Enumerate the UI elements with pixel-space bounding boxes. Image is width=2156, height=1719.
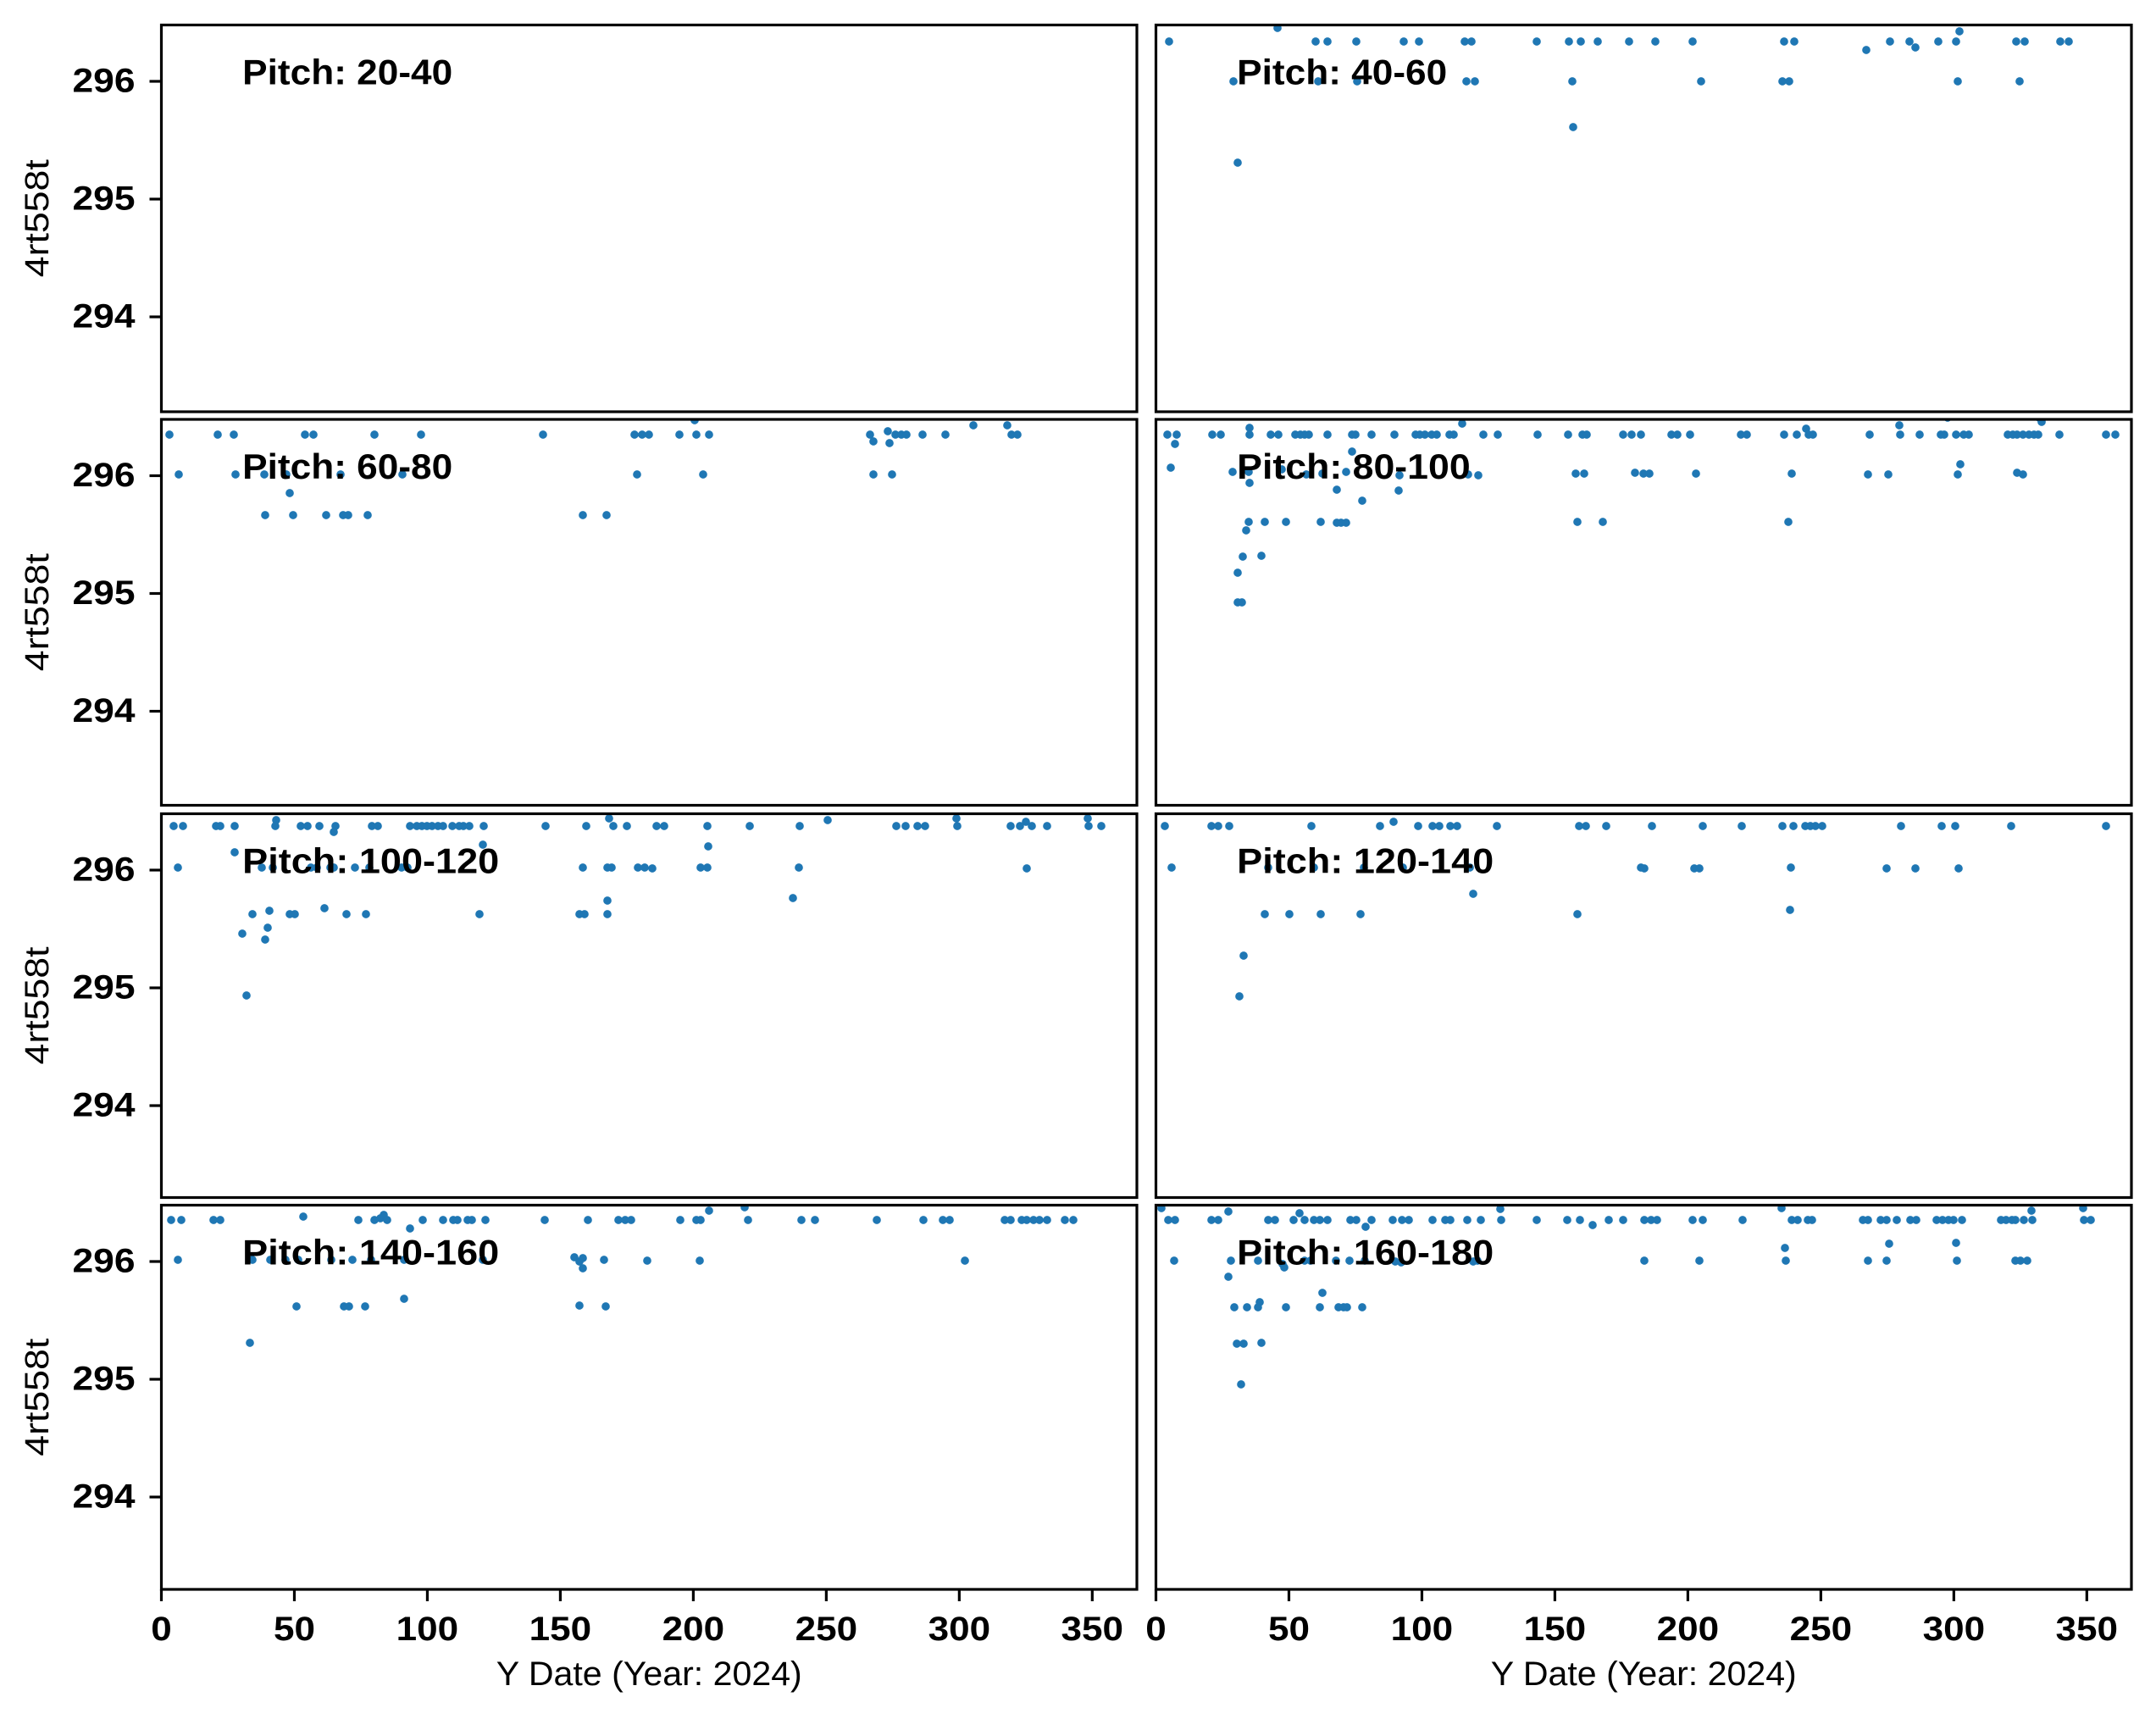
svg-text:4rt558t: 4rt558t: [19, 947, 56, 1065]
svg-text:Pitch: 60-80: Pitch: 60-80: [242, 446, 452, 486]
svg-text:294: 294: [73, 297, 136, 335]
svg-text:100: 100: [1391, 1611, 1454, 1648]
svg-text:4rt558t: 4rt558t: [19, 1339, 56, 1456]
svg-text:Y Date (Year: 2024): Y Date (Year: 2024): [496, 1655, 802, 1693]
svg-text:100: 100: [396, 1611, 459, 1648]
svg-text:295: 295: [73, 1360, 136, 1397]
svg-text:350: 350: [2056, 1611, 2119, 1648]
svg-text:Pitch: 80-100: Pitch: 80-100: [1237, 446, 1471, 486]
svg-text:350: 350: [1061, 1611, 1124, 1648]
svg-text:296: 296: [73, 1242, 136, 1279]
svg-text:200: 200: [1657, 1611, 1720, 1648]
svg-text:300: 300: [1923, 1611, 1986, 1648]
svg-text:0: 0: [1145, 1611, 1167, 1648]
svg-text:Y Date (Year: 2024): Y Date (Year: 2024): [1491, 1655, 1797, 1693]
svg-text:295: 295: [73, 180, 136, 217]
svg-text:150: 150: [1524, 1611, 1587, 1648]
svg-text:50: 50: [274, 1611, 315, 1648]
svg-text:4rt558t: 4rt558t: [19, 159, 56, 277]
svg-text:50: 50: [1268, 1611, 1310, 1648]
svg-text:296: 296: [73, 62, 136, 99]
svg-text:Pitch: 100-120: Pitch: 100-120: [242, 841, 499, 881]
svg-text:295: 295: [73, 968, 136, 1006]
svg-text:296: 296: [73, 457, 136, 494]
svg-text:4rt558t: 4rt558t: [19, 553, 56, 671]
svg-text:Pitch: 120-140: Pitch: 120-140: [1237, 841, 1494, 881]
svg-text:294: 294: [73, 1478, 136, 1515]
svg-text:0: 0: [151, 1611, 172, 1648]
svg-text:294: 294: [73, 692, 136, 729]
svg-text:Pitch: 40-60: Pitch: 40-60: [1237, 53, 1447, 92]
svg-text:Pitch: 20-40: Pitch: 20-40: [242, 53, 452, 92]
svg-text:250: 250: [795, 1611, 858, 1648]
svg-text:300: 300: [928, 1611, 991, 1648]
svg-text:296: 296: [73, 851, 136, 888]
svg-text:294: 294: [73, 1086, 136, 1123]
svg-text:250: 250: [1790, 1611, 1853, 1648]
svg-text:200: 200: [662, 1611, 725, 1648]
svg-text:150: 150: [529, 1611, 592, 1648]
svg-text:295: 295: [73, 574, 136, 612]
svg-text:Pitch: 160-180: Pitch: 160-180: [1237, 1233, 1494, 1273]
svg-text:Pitch: 140-160: Pitch: 140-160: [242, 1233, 499, 1273]
